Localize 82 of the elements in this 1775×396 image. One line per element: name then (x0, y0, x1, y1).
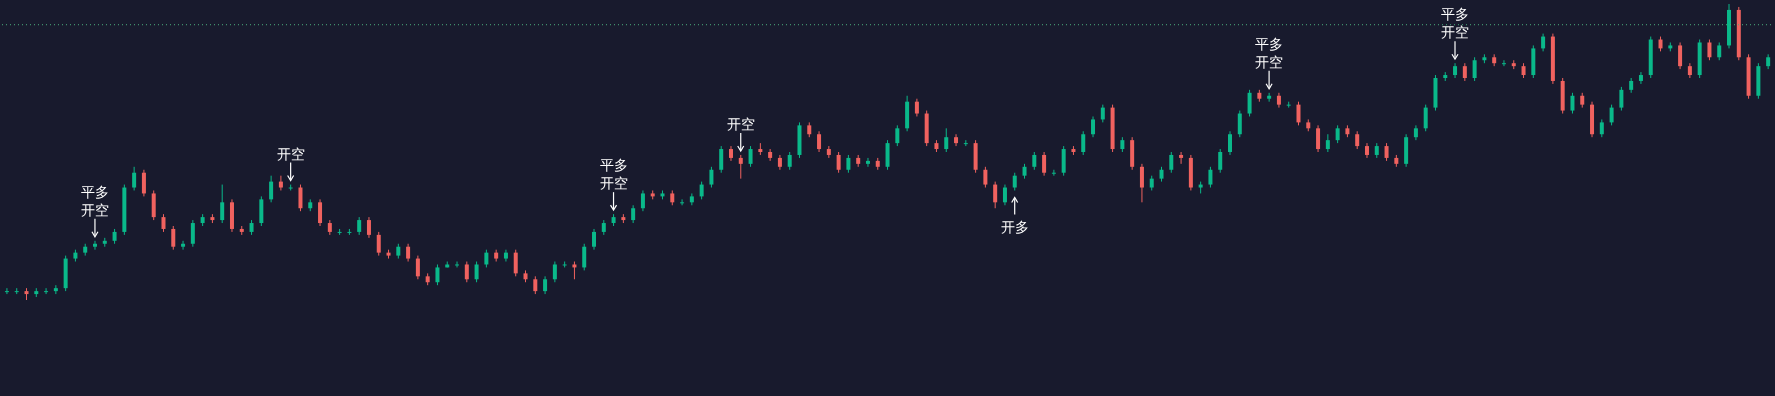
candlestick (552, 261, 557, 283)
candlestick (1423, 104, 1428, 132)
candlestick (1042, 151, 1047, 177)
candlestick (1228, 130, 1232, 156)
candlestick (141, 169, 146, 197)
candlestick (1707, 39, 1712, 61)
candlestick (259, 195, 264, 227)
candlestick (1139, 163, 1144, 203)
candlestick (1002, 184, 1007, 206)
candlestick (464, 261, 469, 283)
candlestick (269, 175, 274, 203)
candlestick (1051, 169, 1056, 177)
annotation: 平多 (599, 157, 628, 174)
candlestick (1316, 124, 1321, 153)
candlestick (1081, 130, 1086, 156)
candlestick (836, 151, 841, 174)
candlestick (1678, 41, 1683, 70)
candlestick (1501, 59, 1506, 67)
candlestick (181, 240, 186, 251)
annotation: 开空 (726, 115, 755, 132)
candlestick (171, 225, 176, 251)
candlestick (220, 184, 225, 224)
candlestick (1247, 89, 1252, 117)
candlestick (415, 255, 420, 280)
candlestick (278, 175, 283, 191)
candlestick (474, 261, 479, 283)
annotation: 开空 (1441, 24, 1469, 41)
candlestick (817, 130, 822, 153)
candlestick (53, 284, 58, 295)
candlestick (954, 133, 959, 147)
candlestick (455, 261, 460, 268)
candlestick (1061, 145, 1066, 177)
candlestick (1237, 110, 1242, 138)
annotation: 开多 (1000, 219, 1029, 236)
candlestick (1208, 166, 1213, 189)
candlestick (1179, 151, 1184, 165)
candlestick (376, 231, 381, 257)
candlestick (298, 184, 303, 212)
candlestick (709, 166, 714, 189)
candlestick (1638, 71, 1643, 85)
candlestick (1169, 151, 1174, 174)
candlestick (885, 139, 890, 171)
candlestick (1570, 92, 1575, 115)
candlestick (689, 192, 694, 206)
candlestick (132, 166, 137, 191)
candlestick (318, 198, 323, 227)
candlestick (503, 249, 508, 263)
candlestick (640, 189, 645, 212)
candlestick (1091, 115, 1096, 138)
candlestick (582, 243, 587, 271)
candlestick (1218, 148, 1223, 174)
candlestick (719, 145, 724, 174)
candlestick (435, 263, 440, 286)
candlestick (768, 148, 773, 162)
candlestick (592, 228, 597, 251)
annotation: 开空 (599, 175, 628, 192)
annotation: 平多 (1441, 6, 1469, 23)
candlestick (4, 287, 9, 295)
candlestick (513, 249, 518, 277)
candlestick (44, 287, 49, 295)
candlestick (1609, 104, 1614, 126)
candlestick (1296, 101, 1301, 126)
candlestick (738, 154, 743, 180)
candlestick (151, 189, 156, 221)
annotation: 开空 (80, 201, 109, 218)
candlestick (1472, 56, 1477, 82)
candlestick (944, 127, 949, 153)
candlestick (1619, 86, 1624, 112)
candlestick (93, 240, 97, 251)
candlestick (993, 181, 998, 209)
annotation: 开空 (1255, 53, 1284, 70)
candlestick (1267, 92, 1272, 103)
annotation: 平多 (80, 183, 109, 200)
candlestick (680, 198, 685, 206)
annotation: 平多 (1255, 35, 1284, 52)
candlestick (895, 124, 900, 147)
candlestick (983, 166, 988, 189)
annotation: 开空 (276, 145, 305, 162)
candlestick (748, 145, 753, 168)
candlestick (190, 219, 195, 248)
candlestick (865, 157, 870, 168)
candlestick (366, 216, 371, 239)
